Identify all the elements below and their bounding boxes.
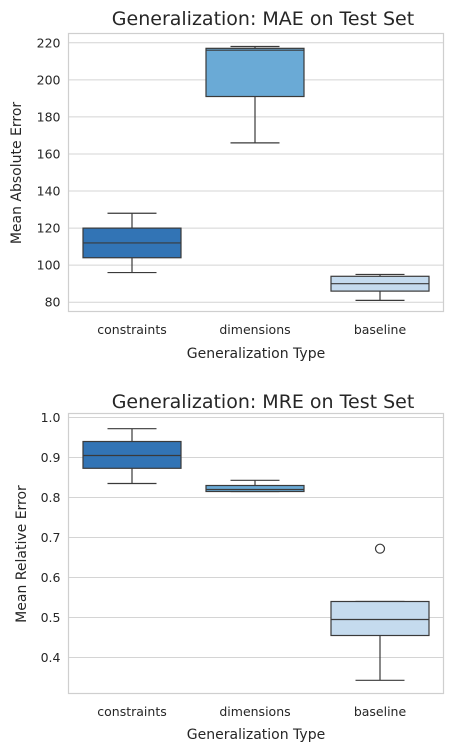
mre-boxes: [82, 428, 430, 681]
y-tick-label: 0.9: [41, 450, 61, 465]
x-tick-label: baseline: [354, 322, 407, 337]
x-tick-label: dimensions: [219, 704, 290, 719]
box-body: [205, 484, 305, 493]
mae-chart-panel: Generalization: MAE on Test Set 80 100 120…: [9, 8, 445, 362]
y-tick-label: 160: [37, 146, 61, 161]
y-tick-label: 100: [37, 258, 61, 273]
x-tick-label: constraints: [97, 322, 166, 337]
mae-x-ticks: constraints dimensions baseline: [97, 322, 406, 337]
mre-x-ticks: constraints dimensions baseline: [97, 704, 406, 719]
y-tick-label: 0.5: [41, 610, 61, 625]
box-body: [205, 47, 305, 98]
box-body: [330, 600, 430, 637]
mre-y-ticks: 0.4 0.5 0.6 0.7 0.8 0.9 1.0: [41, 410, 61, 665]
y-tick-label: 0.8: [41, 490, 61, 505]
x-tick-label: constraints: [97, 704, 166, 719]
mre-chart-panel: Generalization: MRE on Test Set 0.40.50.…: [14, 391, 445, 743]
box-dimensions: [205, 45, 305, 144]
y-tick-label: 0.4: [41, 650, 61, 665]
mae-boxes: [82, 45, 430, 301]
outlier-point: [374, 543, 386, 554]
box-baseline: [330, 543, 430, 681]
y-tick-label: 220: [37, 35, 61, 50]
box-baseline: [330, 273, 430, 301]
mae-y-axis-label: Mean Absolute Error: [9, 102, 25, 245]
box-constraints: [82, 428, 182, 485]
y-tick-label: 140: [37, 184, 61, 199]
y-tick-label: 0.6: [41, 570, 61, 585]
mae-plot-frame: [67, 32, 445, 313]
y-tick-label: 120: [37, 221, 61, 236]
mae-x-axis-label: Generalization Type: [187, 346, 325, 362]
mae-y-ticks: 80 100 120 140 160 180 200 220: [37, 35, 61, 309]
y-tick-label: 80: [45, 295, 61, 310]
box-dimensions: [205, 479, 305, 493]
mre-chart-title: Generalization: MRE on Test Set: [112, 391, 415, 413]
mre-x-axis-label: Generalization Type: [187, 727, 325, 743]
mre-y-axis-label: Mean Relative Error: [14, 485, 30, 623]
y-tick-label: 1.0: [41, 410, 61, 425]
mre-plot-frame: [67, 412, 445, 695]
y-tick-label: 0.7: [41, 530, 61, 545]
x-tick-label: baseline: [354, 704, 407, 719]
y-tick-label: 180: [37, 109, 61, 124]
x-tick-label: dimensions: [219, 322, 290, 337]
y-tick-label: 200: [37, 72, 61, 87]
mae-chart-title: Generalization: MAE on Test Set: [112, 8, 414, 30]
box-constraints: [82, 212, 182, 274]
